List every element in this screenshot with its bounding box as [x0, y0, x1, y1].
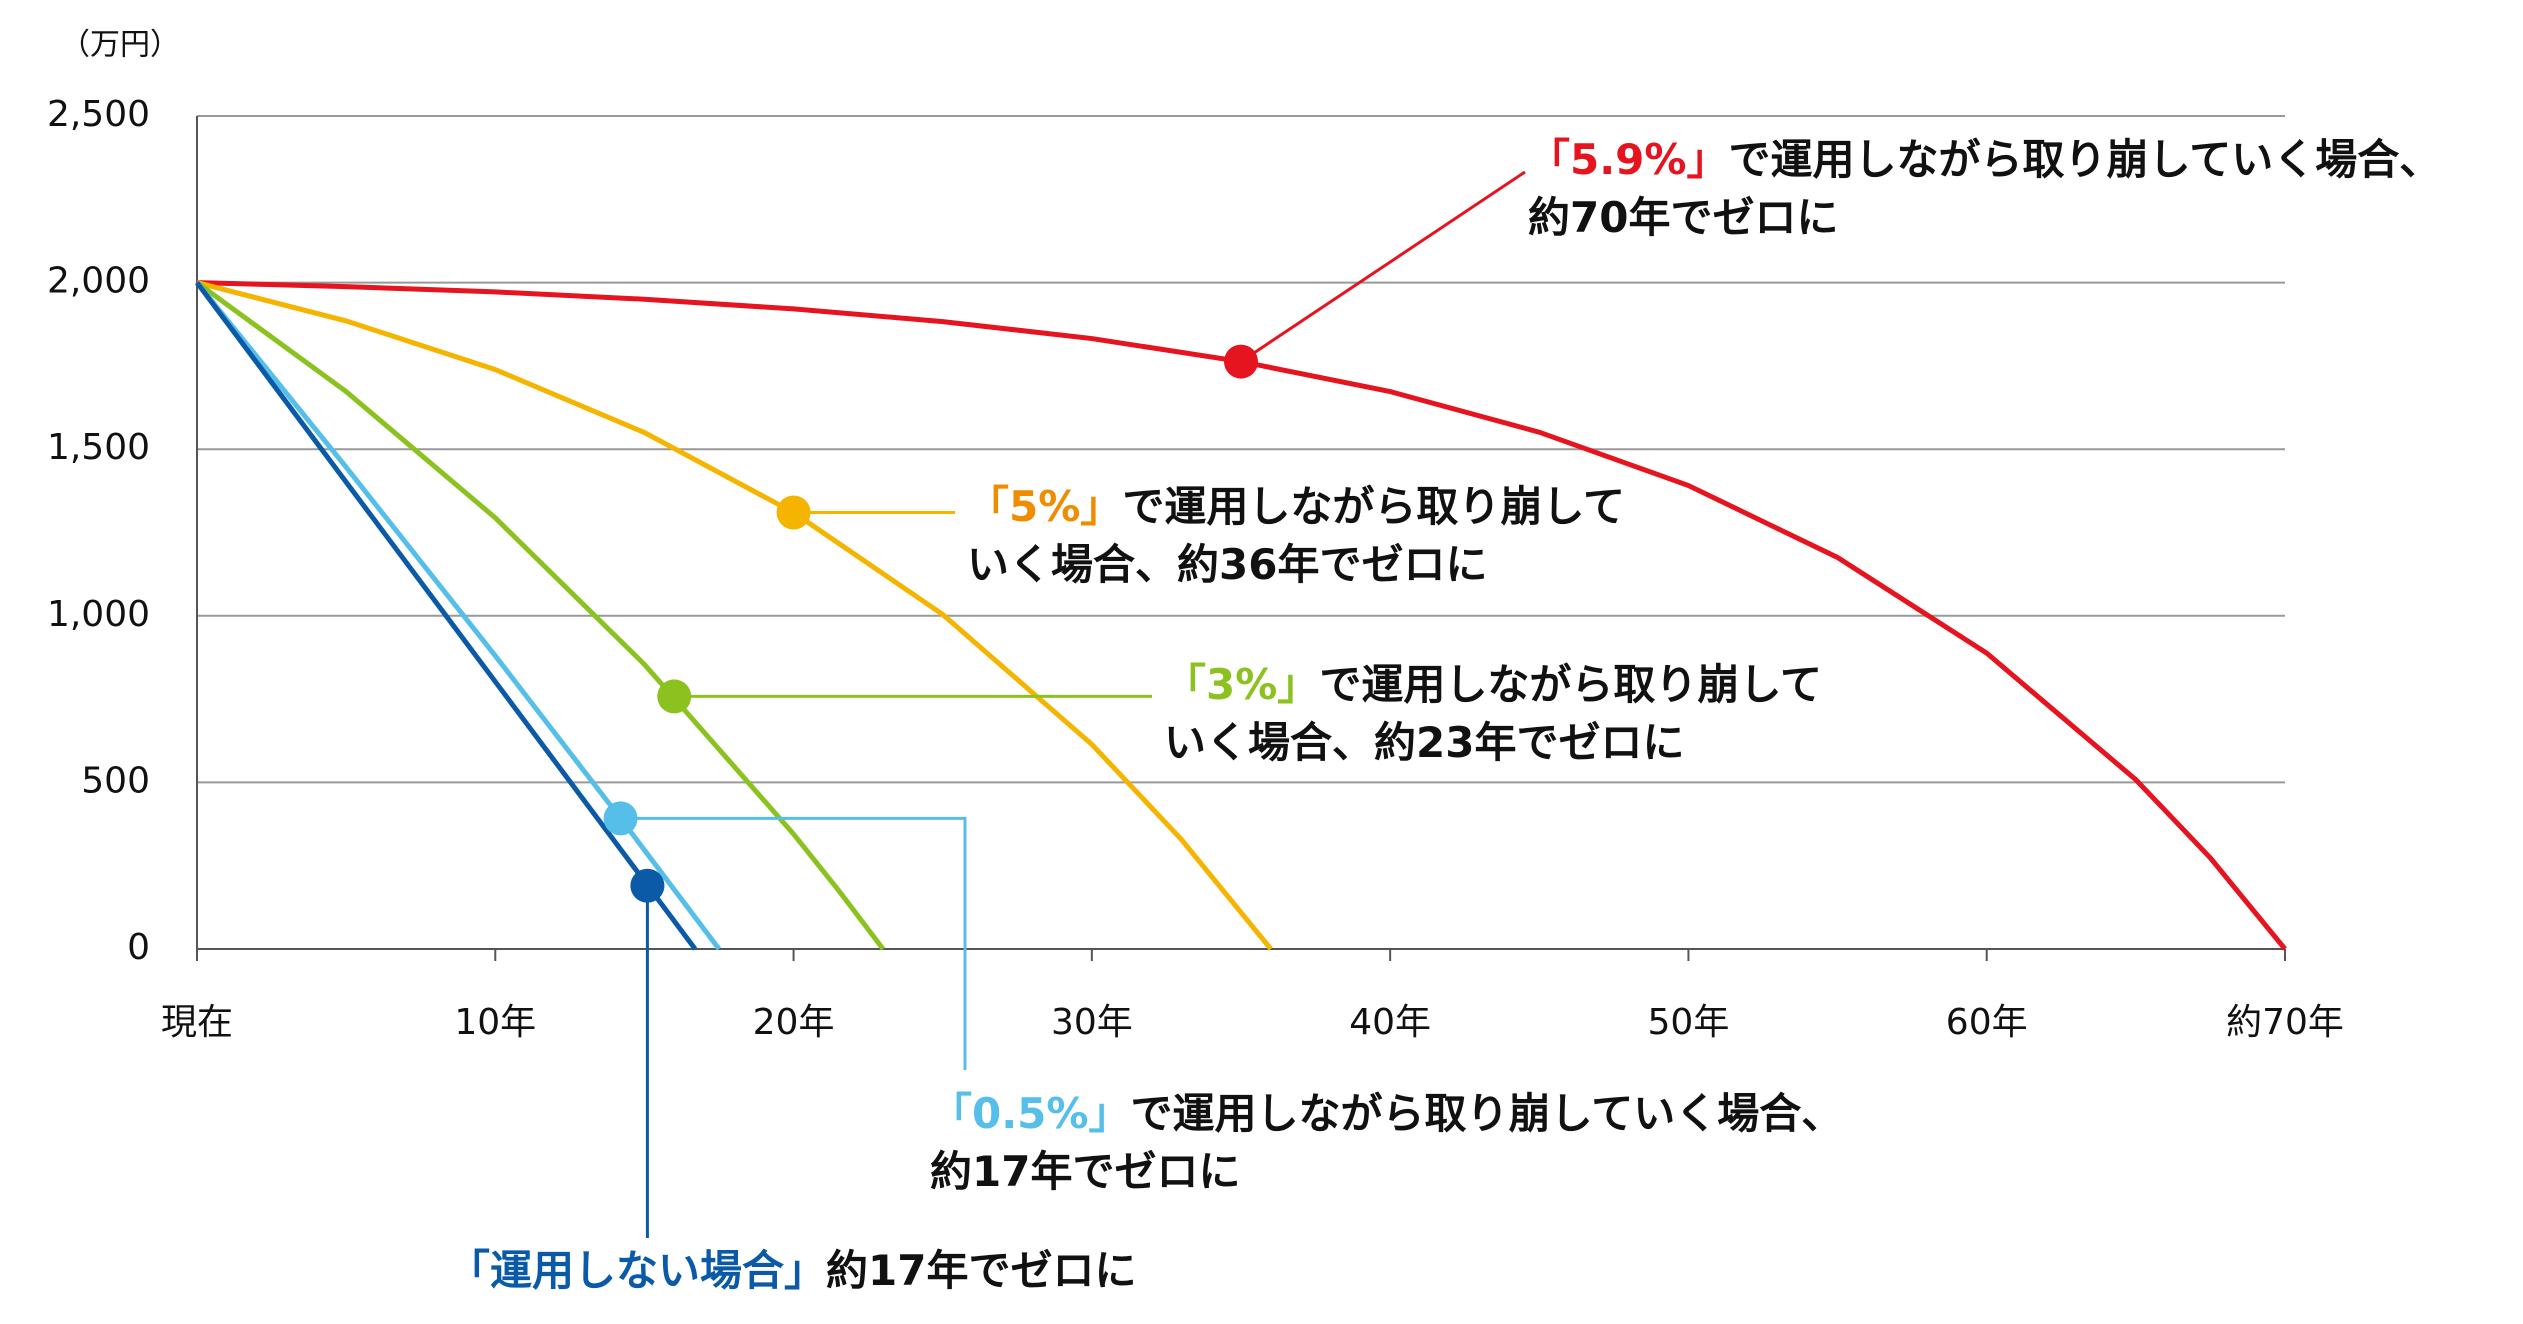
annotation-dot: [776, 495, 811, 530]
annotation-text: 約17年でゼロに: [930, 1147, 1240, 1196]
x-tick-label: 30年: [1051, 1002, 1133, 1043]
x-tick-label: 20年: [753, 1002, 835, 1043]
series-line: [196, 280, 2287, 951]
x-tick-label: 40年: [1349, 1002, 1431, 1043]
annotation-line: いく場合、約36年でゼロに: [967, 540, 1487, 589]
annotation-text: 「5%」で運用しながら取り崩して: [967, 482, 1625, 531]
annotation-highlight: 「0.5%」: [930, 1089, 1131, 1138]
annotation-line: 約17年でゼロに: [930, 1147, 1240, 1196]
annotation-line: で運用しながら取り崩して: [1319, 660, 1822, 709]
annotation-highlight: 「5.9%」: [1528, 135, 1729, 184]
x-tick-label: 50年: [1648, 1002, 1730, 1043]
leader-line: [1240, 170, 1526, 363]
leader-line: [620, 816, 967, 1070]
annotation-text: 「運用しない場合」約17年でゼロに: [448, 1246, 1136, 1295]
annotation-line: で運用しながら取り崩して: [1122, 482, 1625, 531]
annotation-text: いく場合、約23年でゼロに: [1164, 718, 1684, 767]
annotation-line: 約17年でゼロに: [826, 1246, 1136, 1295]
annotation-highlight: 「運用しない場合」: [448, 1246, 826, 1295]
annotation-highlight: 「3%」: [1164, 660, 1319, 709]
series-line: [194, 281, 698, 951]
annotation-dot: [1224, 344, 1258, 379]
series-line: [195, 281, 721, 951]
y-tick-label: 2,000: [47, 261, 150, 302]
annotation-line: で運用しながら取り崩していく場合、: [1131, 1089, 1844, 1138]
annotation-line: 約70年でゼロに: [1528, 193, 1838, 242]
annotation-text: 約70年でゼロに: [1528, 193, 1838, 242]
series-line: [195, 280, 886, 951]
y-tick-label: 1,000: [47, 594, 150, 635]
y-tick-label: 500: [81, 760, 150, 801]
y-tick-label: 1,500: [47, 427, 150, 468]
annotation-dot: [603, 801, 638, 836]
annotation-text: いく場合、約36年でゼロに: [967, 540, 1487, 589]
annotation-text: 「5.9%」で運用しながら取り崩していく場合、: [1528, 135, 2441, 184]
annotation-highlight: 「5%」: [967, 482, 1122, 531]
y-tick-label: 0: [127, 927, 150, 968]
x-tick-label: 約70年: [2226, 1002, 2344, 1043]
annotation-line: いく場合、約23年でゼロに: [1164, 718, 1684, 767]
y-tick-label: 2,500: [47, 94, 150, 135]
annotation-line: で運用しながら取り崩していく場合、: [1729, 135, 2442, 184]
annotation-dot: [630, 868, 665, 903]
y-unit: （万円）: [60, 28, 180, 63]
x-tick-label: 10年: [454, 1002, 536, 1043]
annotation-text: 「3%」で運用しながら取り崩して: [1164, 660, 1822, 709]
x-tick-label: 現在: [161, 1002, 233, 1043]
x-tick-label: 60年: [1946, 1002, 2028, 1043]
annotation-dot: [657, 679, 692, 714]
annotation-text: 「0.5%」で運用しながら取り崩していく場合、: [930, 1089, 1843, 1138]
